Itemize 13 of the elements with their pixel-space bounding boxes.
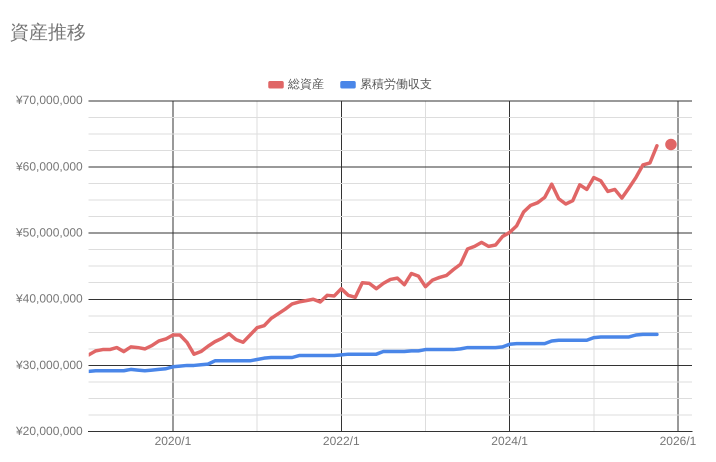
y-tick-label: ¥20,000,000: [15, 424, 84, 438]
y-tick-label: ¥50,000,000: [15, 225, 84, 240]
y-tick-label: ¥60,000,000: [15, 159, 84, 174]
legend-label: 累積労働収支: [360, 76, 432, 91]
x-tick-label: 2024/1: [491, 434, 528, 448]
legend-label: 総資産: [287, 76, 324, 91]
x-tick-label: 2020/1: [154, 434, 192, 448]
y-tick-label: ¥40,000,000: [15, 292, 84, 306]
chart-title: 資産推移: [10, 21, 86, 44]
x-tick-label: 2022/1: [322, 434, 360, 448]
x-tick-label: 2026/1: [660, 434, 697, 448]
y-tick-label: ¥70,000,000: [15, 93, 84, 108]
y-tick-label: ¥30,000,000: [15, 358, 84, 372]
